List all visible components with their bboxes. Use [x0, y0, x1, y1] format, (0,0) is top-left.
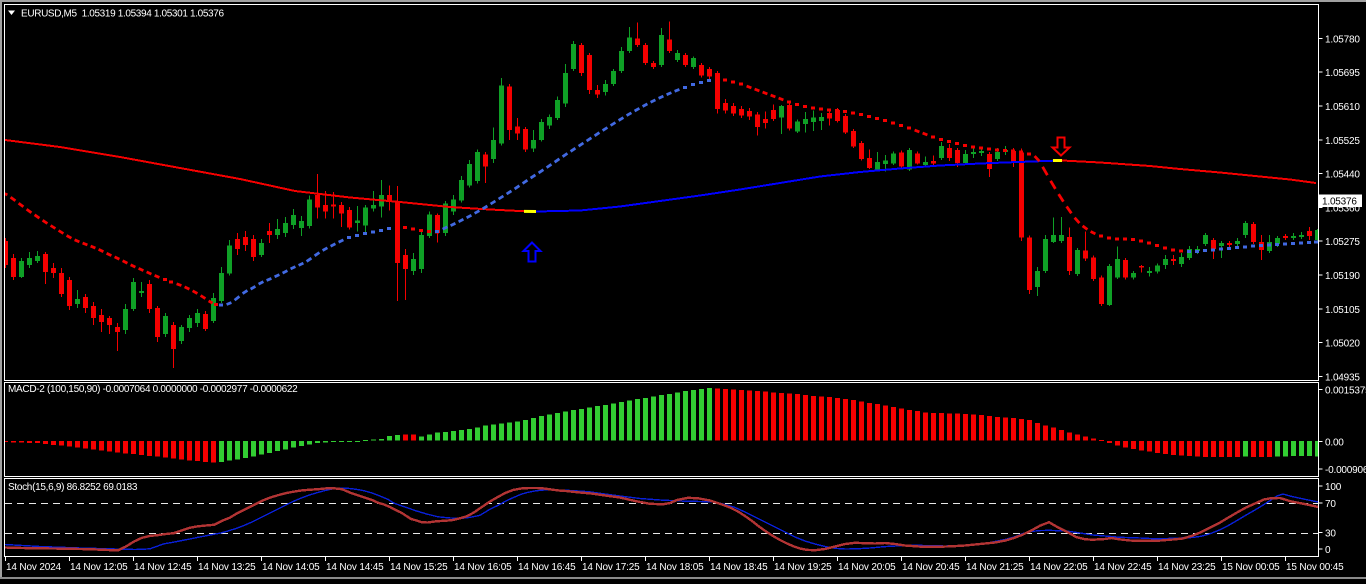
- svg-text:14 Nov 20:45: 14 Nov 20:45: [902, 562, 960, 573]
- svg-text:14 Nov 20:05: 14 Nov 20:05: [838, 562, 896, 573]
- svg-text:100: 100: [1325, 482, 1342, 493]
- svg-text:15 Nov 00:05: 15 Nov 00:05: [1222, 562, 1280, 573]
- svg-text:0.0015375: 0.0015375: [1325, 386, 1366, 397]
- svg-text:14 Nov 22:05: 14 Nov 22:05: [1030, 562, 1088, 573]
- svg-text:MACD-2 (100,150,90) -0.0007064: MACD-2 (100,150,90) -0.0007064 0.0000000…: [8, 384, 298, 395]
- svg-text:1.05020: 1.05020: [1325, 339, 1360, 350]
- svg-text:Stoch(15,6,9) 86.8252 69.0183: Stoch(15,6,9) 86.8252 69.0183: [8, 482, 138, 493]
- svg-text:14 Nov 23:25: 14 Nov 23:25: [1158, 562, 1216, 573]
- svg-text:14 Nov 14:45: 14 Nov 14:45: [326, 562, 384, 573]
- svg-text:14 Nov 12:05: 14 Nov 12:05: [70, 562, 128, 573]
- svg-text:1.05190: 1.05190: [1325, 271, 1360, 282]
- svg-text:0.00: 0.00: [1325, 438, 1344, 449]
- svg-text:14 Nov 2024: 14 Nov 2024: [6, 562, 62, 573]
- svg-text:14 Nov 16:05: 14 Nov 16:05: [454, 562, 512, 573]
- svg-text:14 Nov 18:45: 14 Nov 18:45: [710, 562, 768, 573]
- svg-text:15 Nov 00:45: 15 Nov 00:45: [1286, 562, 1344, 573]
- svg-text:1.05376: 1.05376: [1322, 196, 1357, 207]
- svg-text:1.05525: 1.05525: [1325, 136, 1360, 147]
- svg-text:1.05360: 1.05360: [1325, 203, 1360, 214]
- svg-text:0: 0: [1325, 545, 1331, 556]
- svg-text:14 Nov 12:45: 14 Nov 12:45: [134, 562, 192, 573]
- svg-text:-0.0009060: -0.0009060: [1325, 465, 1366, 476]
- svg-text:14 Nov 15:25: 14 Nov 15:25: [390, 562, 448, 573]
- svg-text:1.05695: 1.05695: [1325, 68, 1360, 79]
- svg-text:EURUSD,M5 1.05319 1.05394 1.0: EURUSD,M5 1.05319 1.05394 1.05301 1.0537…: [21, 9, 224, 20]
- svg-text:14 Nov 22:45: 14 Nov 22:45: [1094, 562, 1152, 573]
- svg-text:14 Nov 14:05: 14 Nov 14:05: [262, 562, 320, 573]
- svg-text:14 Nov 19:25: 14 Nov 19:25: [774, 562, 832, 573]
- svg-text:1.05780: 1.05780: [1325, 34, 1360, 45]
- svg-text:14 Nov 18:05: 14 Nov 18:05: [646, 562, 704, 573]
- svg-text:1.05105: 1.05105: [1325, 305, 1360, 316]
- svg-text:1.04935: 1.04935: [1325, 372, 1360, 383]
- svg-text:1.05610: 1.05610: [1325, 102, 1360, 113]
- svg-text:14 Nov 13:25: 14 Nov 13:25: [198, 562, 256, 573]
- svg-text:14 Nov 17:25: 14 Nov 17:25: [582, 562, 640, 573]
- svg-text:70: 70: [1325, 499, 1336, 510]
- svg-text:30: 30: [1325, 529, 1336, 540]
- svg-text:14 Nov 16:45: 14 Nov 16:45: [518, 562, 576, 573]
- svg-text:1.05275: 1.05275: [1325, 237, 1360, 248]
- svg-text:1.05440: 1.05440: [1325, 170, 1360, 181]
- svg-text:14 Nov 21:25: 14 Nov 21:25: [966, 562, 1024, 573]
